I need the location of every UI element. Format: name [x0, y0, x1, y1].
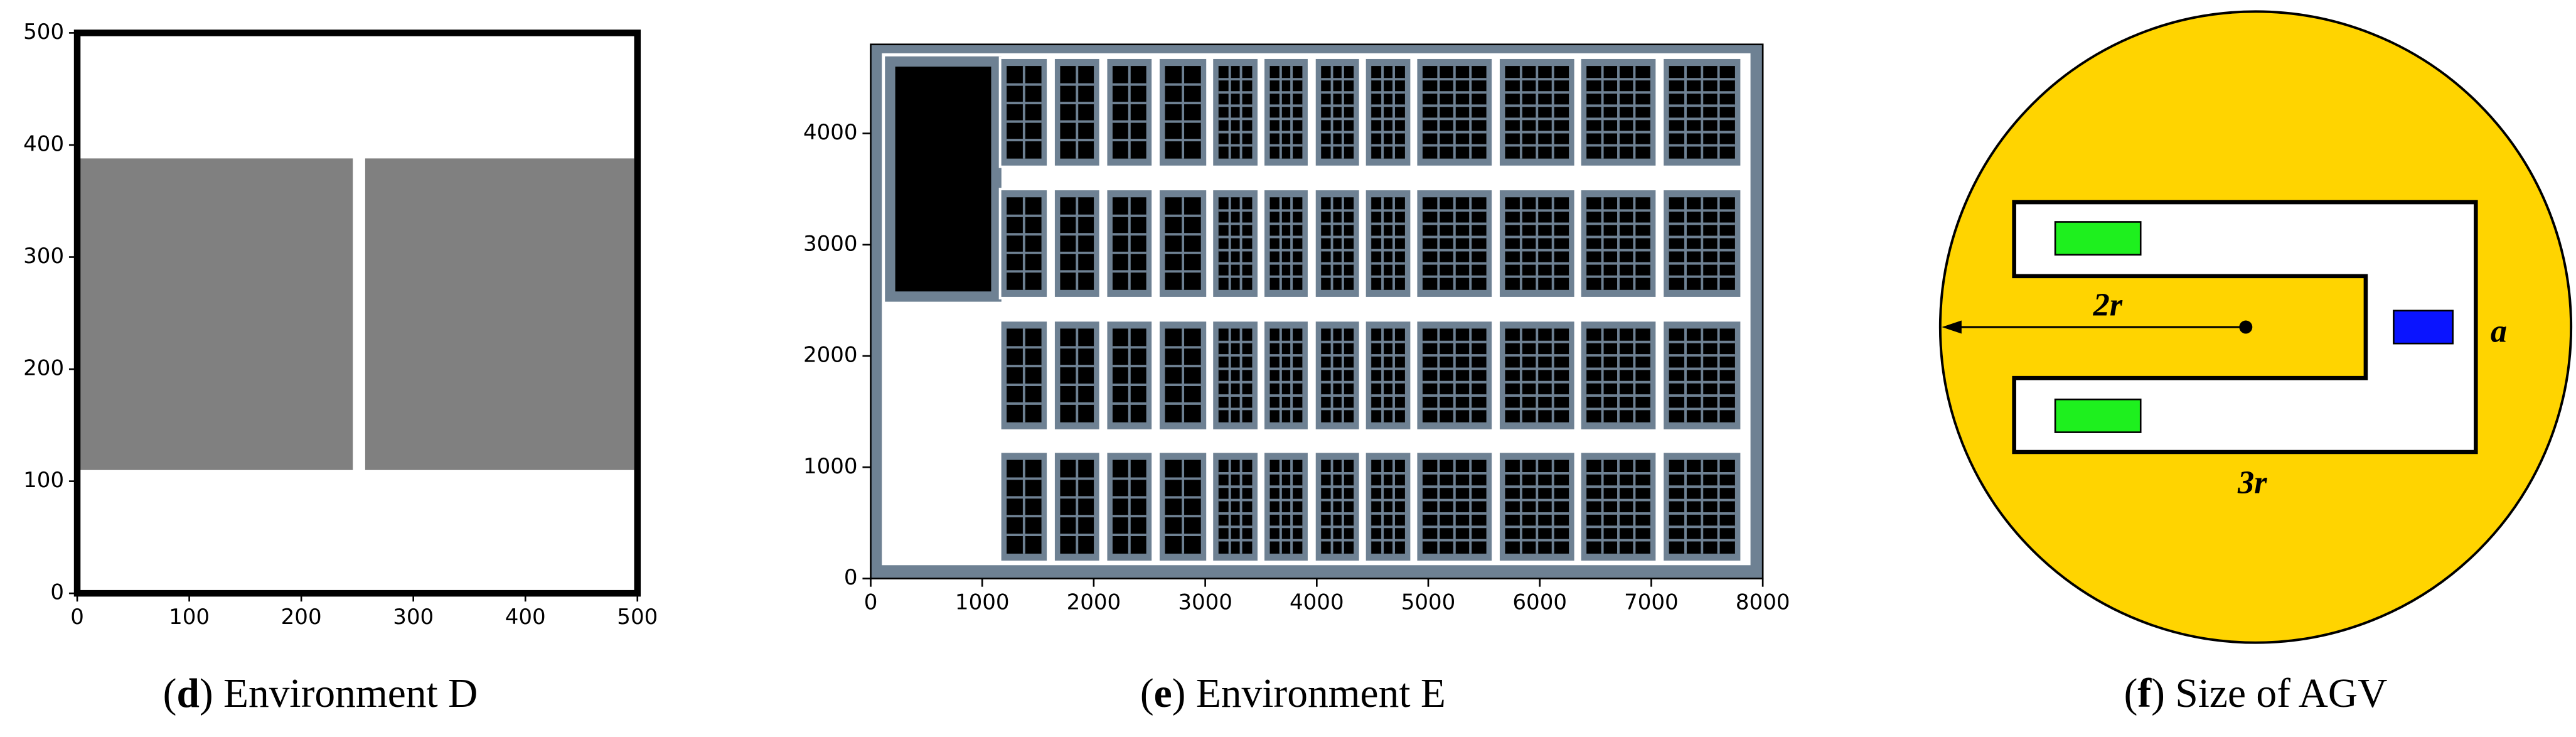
shelf-cells	[1218, 197, 1253, 290]
obstacle	[365, 158, 634, 470]
shelf-cells	[1269, 66, 1303, 159]
x-tick-label: 8000	[1736, 589, 1790, 615]
wheel	[2054, 398, 2142, 433]
x-tick-label: 500	[617, 605, 658, 630]
axes-frame	[73, 30, 641, 597]
shelf-cells	[1269, 197, 1303, 290]
shelf-cells	[1269, 460, 1303, 554]
shelf-cells	[1218, 328, 1253, 422]
agv-diagram: 2r a 3r	[1938, 10, 2573, 644]
shelf-cells	[1269, 328, 1303, 422]
x-tick-label: 5000	[1401, 589, 1456, 615]
wheel	[2054, 221, 2142, 256]
x-tick-label: 300	[393, 605, 434, 630]
y-tick-label: 4000	[803, 120, 858, 145]
caption-part: e	[1154, 671, 1172, 716]
y-tick-label: 400	[23, 131, 64, 156]
x-tick-label: 2000	[1067, 589, 1121, 615]
x-tick-label: 6000	[1512, 589, 1567, 615]
x-tick-label: 0	[864, 589, 878, 615]
caption: (f) Size of AGV	[2124, 671, 2388, 716]
shelf-cells	[1218, 460, 1253, 554]
arrow-head	[1942, 320, 1962, 334]
caption-part: ) Environment E	[1172, 671, 1446, 716]
x-tick-label: 100	[169, 605, 210, 630]
shelf-cells	[1218, 66, 1253, 159]
obstacle	[77, 158, 353, 470]
center-dot	[2239, 320, 2253, 334]
shelf-cells	[1371, 66, 1405, 159]
y-tick-label: 500	[23, 19, 64, 45]
y-tick-label: 300	[23, 244, 64, 269]
shelf-cells	[1321, 197, 1354, 290]
x-tick-label: 7000	[1624, 589, 1679, 615]
shelf-cells	[1371, 328, 1405, 422]
x-tick-label: 400	[505, 605, 546, 630]
caption-part: ) Size of AGV	[2151, 671, 2387, 716]
caption-part: (	[2124, 671, 2138, 716]
x-tick-label: 4000	[1290, 589, 1344, 615]
caption-part: d	[176, 671, 199, 716]
y-tick-label: 0	[50, 580, 64, 605]
caption-part: f	[2137, 671, 2152, 716]
y-tick-label: 3000	[803, 231, 858, 256]
x-tick-label: 3000	[1178, 589, 1232, 615]
shelf-cells	[1371, 197, 1405, 290]
shelf-cells	[1321, 460, 1354, 554]
caption: (e) Environment E	[1140, 671, 1446, 716]
width-label: a	[2491, 313, 2507, 350]
shelf-cells	[1321, 66, 1354, 159]
y-tick-label: 200	[23, 356, 64, 381]
y-tick-label: 2000	[803, 343, 858, 368]
y-tick-label: 0	[844, 565, 858, 590]
radius-label: 2r	[2093, 287, 2123, 323]
agv-slot	[2012, 200, 2478, 455]
obstacle	[895, 67, 991, 292]
caption-part: (	[163, 671, 177, 716]
length-label: 3r	[2237, 464, 2267, 500]
shelf-cells	[1371, 460, 1405, 554]
x-tick-label: 1000	[955, 589, 1010, 615]
caption: (d) Environment D	[163, 671, 478, 716]
shelf-cells	[1321, 328, 1354, 422]
x-tick-label: 200	[281, 605, 322, 630]
y-tick-label: 100	[23, 468, 64, 493]
sensor	[2393, 309, 2454, 345]
caption-part: (	[1140, 671, 1154, 716]
caption-part: ) Environment D	[200, 671, 478, 716]
y-tick-label: 1000	[803, 454, 858, 479]
agv-body	[1938, 10, 2573, 644]
x-tick-label: 0	[70, 605, 84, 630]
